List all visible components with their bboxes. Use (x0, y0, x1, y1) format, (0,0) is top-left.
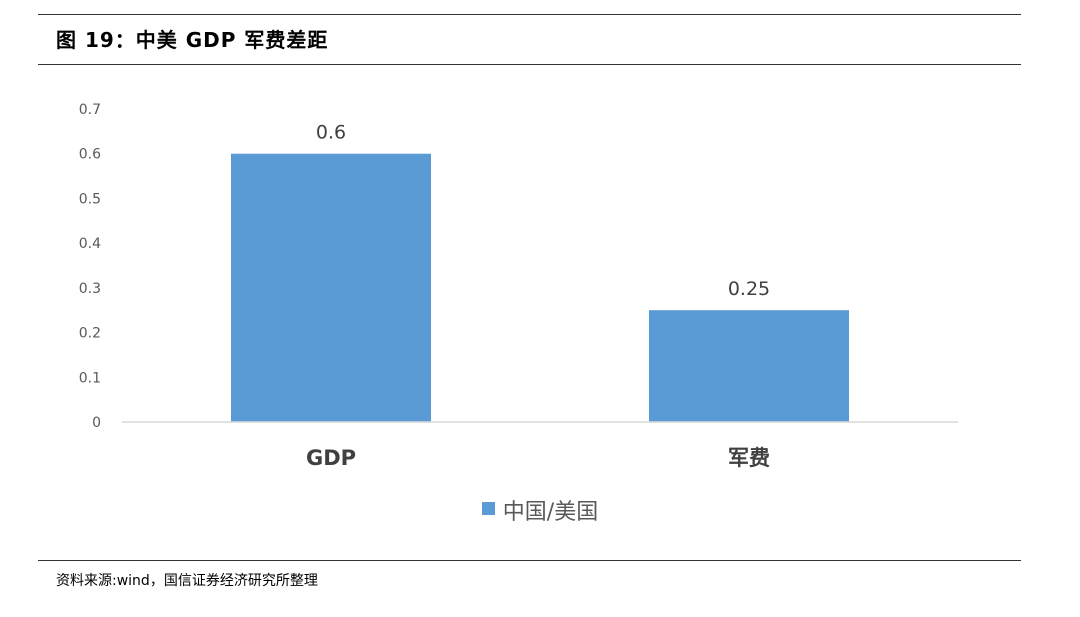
figure-title: 图 19：中美 GDP 军费差距 (56, 28, 329, 52)
bar (231, 153, 431, 422)
y-tick-label: 0 (92, 415, 101, 431)
bar-chart: 0 0.1 0.2 0.3 0.4 0.5 0.6 0.7 0.6 GDP 0.25 军费 (79, 102, 958, 470)
x-category-label: GDP (306, 446, 356, 470)
title-rule (38, 64, 1021, 65)
y-tick-label: 0.3 (79, 281, 101, 297)
top-rule (38, 14, 1021, 15)
data-label: 0.25 (728, 278, 770, 300)
legend-swatch (481, 501, 495, 515)
legend: 中国/美国 (0, 494, 1080, 526)
y-tick-label: 0.6 (79, 147, 101, 163)
y-tick-label: 0.5 (79, 191, 101, 207)
source-note: 资料来源:wind，国信证券经济研究所整理 (56, 573, 318, 589)
y-tick-label: 0.1 (79, 370, 101, 386)
y-tick-label: 0.2 (79, 326, 101, 342)
bottom-rule (38, 560, 1021, 561)
x-category-label: 军费 (728, 446, 770, 470)
y-tick-label: 0.7 (79, 102, 101, 118)
legend-label: 中国/美国 (502, 500, 599, 525)
data-label: 0.6 (316, 122, 346, 144)
y-tick-label: 0.4 (79, 236, 101, 252)
bar (649, 310, 849, 422)
